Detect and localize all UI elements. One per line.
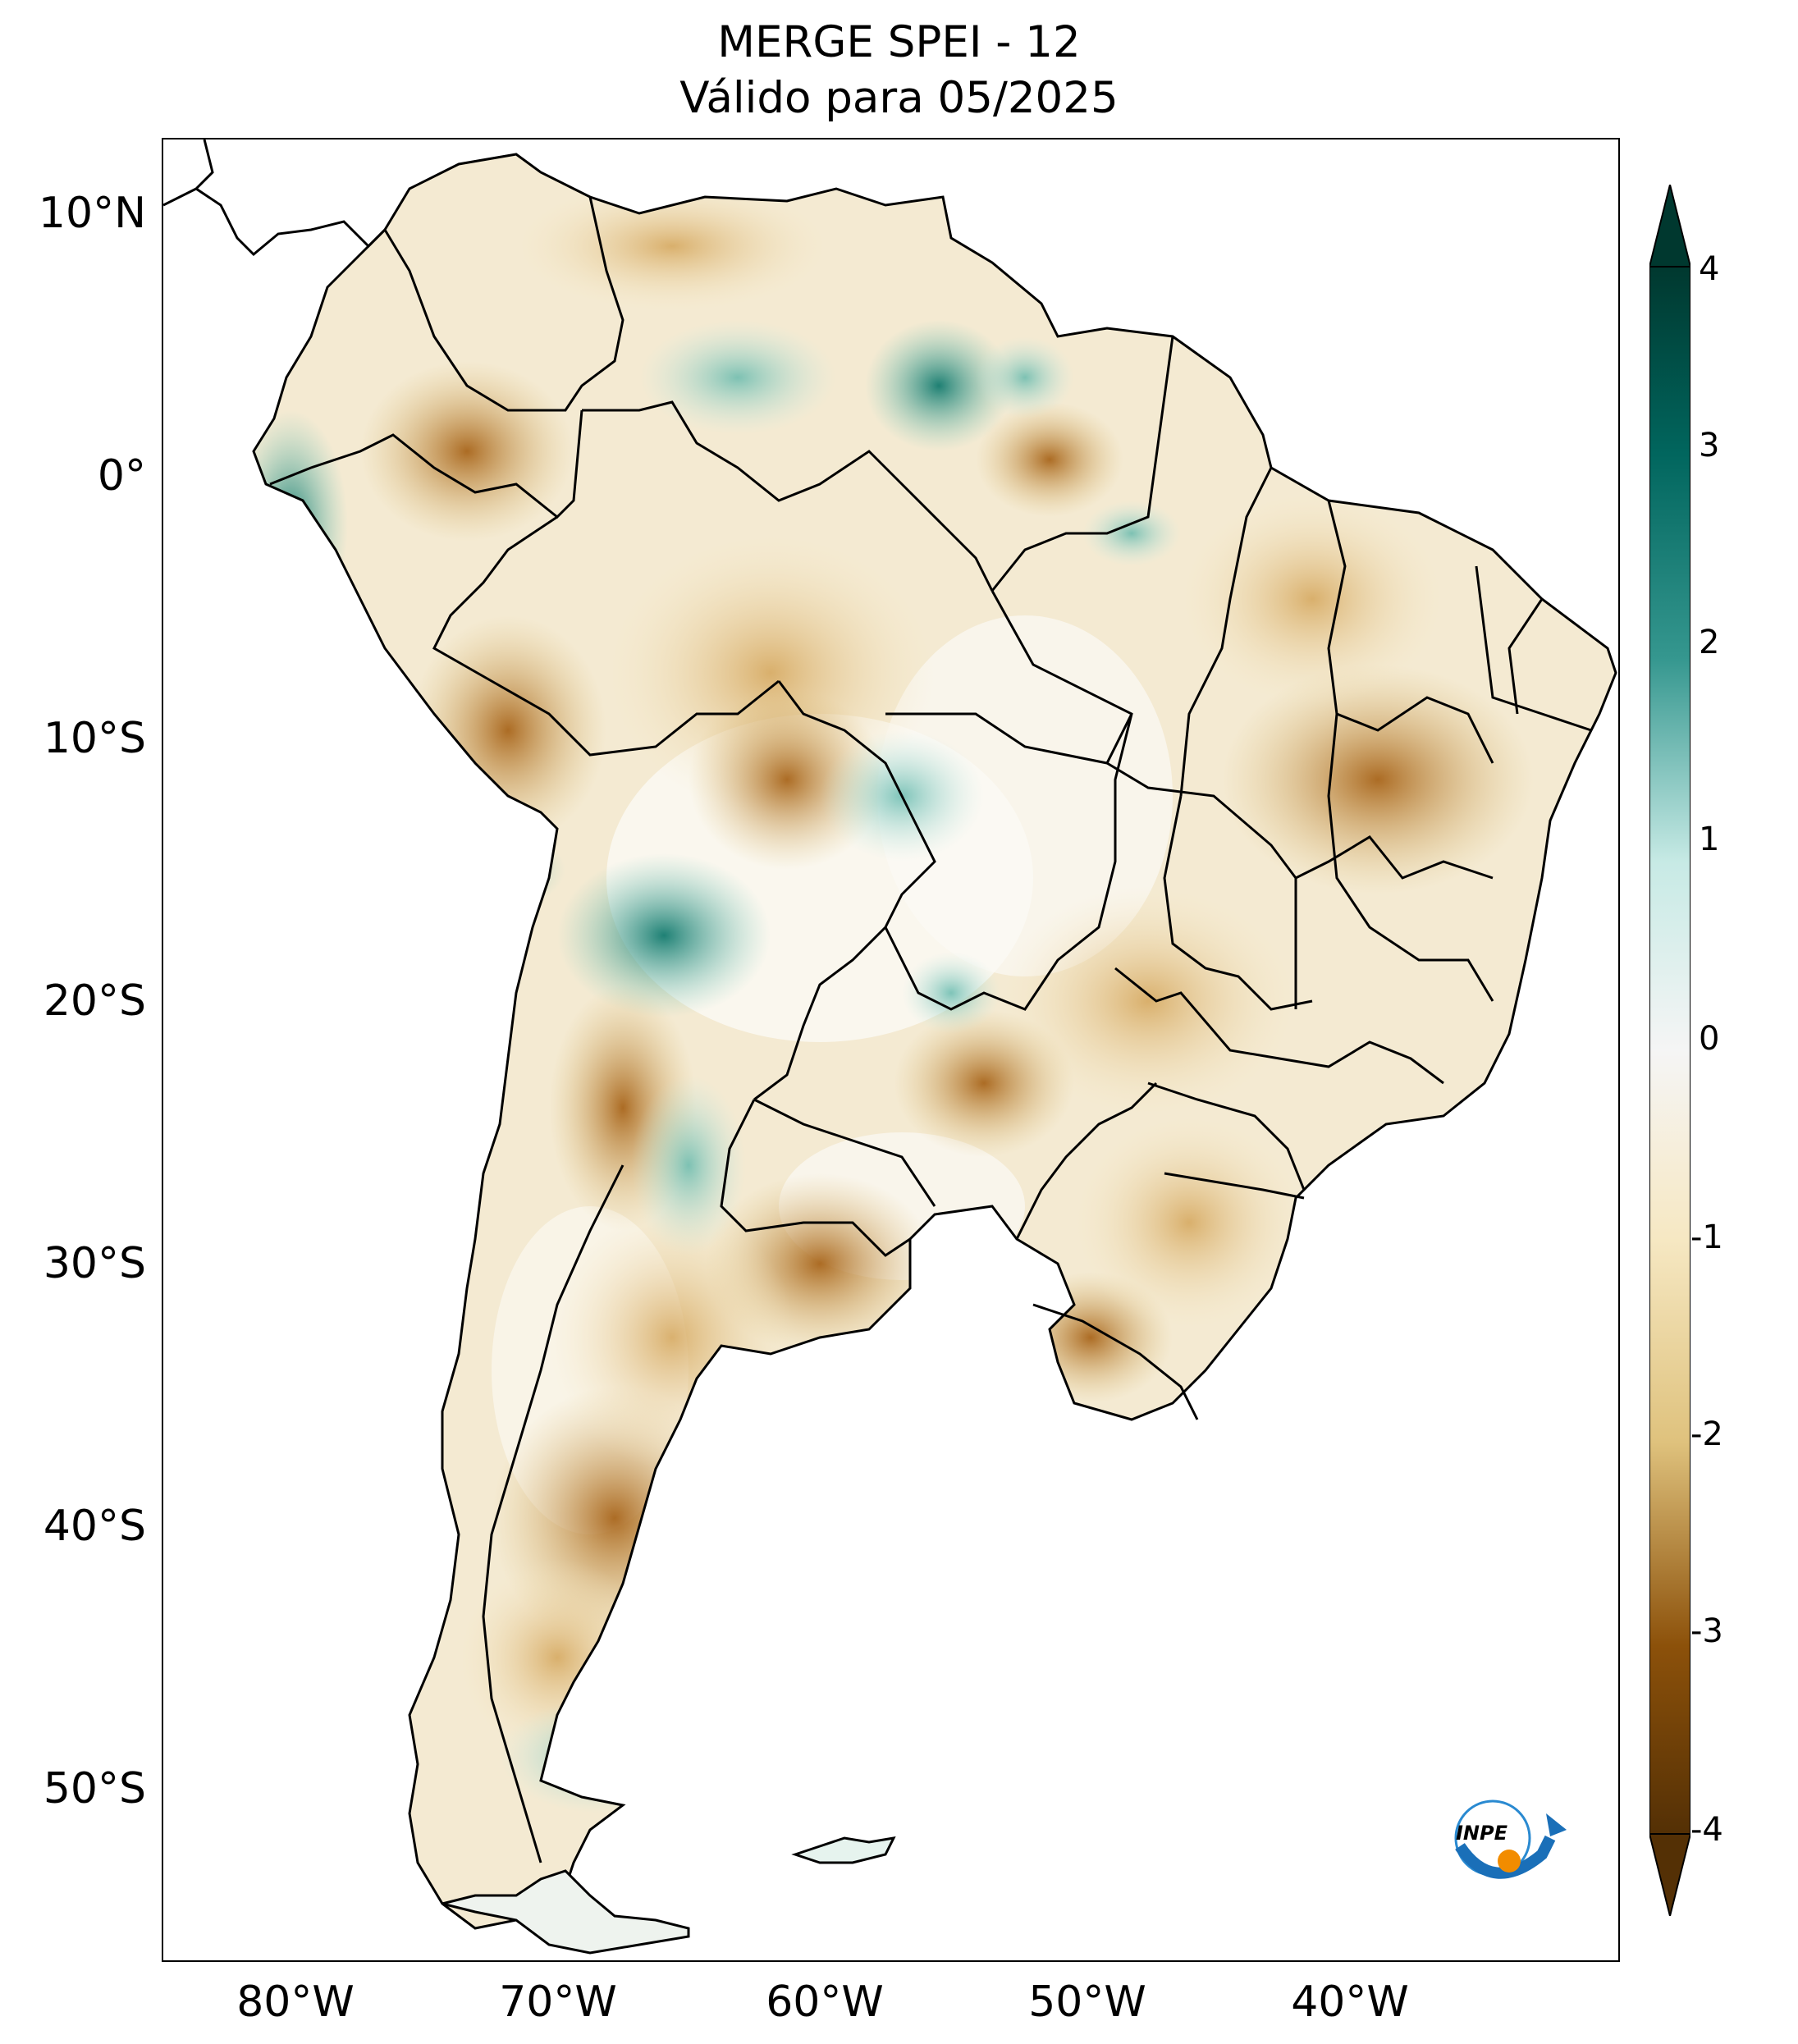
- lat-label-40s: 40°S: [43, 1502, 146, 1551]
- coastline: [252, 153, 1617, 1930]
- colorbar-tick-2: 2: [1699, 624, 1720, 661]
- lon-label-80w: 80°W: [236, 1978, 355, 2027]
- colorbar: [1649, 185, 1690, 1916]
- lat-label-50s: 50°S: [43, 1764, 146, 1813]
- map-title: MERGE SPEI - 12: [717, 17, 1081, 67]
- colorbar-tick-minus1: -1: [1690, 1219, 1723, 1256]
- colorbar-tick-minus3: -3: [1690, 1612, 1723, 1650]
- lon-label-60w: 60°W: [766, 1978, 884, 2027]
- colorbar-tick-1: 1: [1699, 821, 1720, 858]
- colorbar-tick-minus4: -4: [1690, 1811, 1723, 1849]
- south-america-map: [163, 139, 1617, 1955]
- falkland-islands: [791, 1836, 896, 1864]
- country-borders: [269, 196, 1592, 1863]
- inpe-logo: INPE: [1454, 1799, 1567, 1879]
- lat-label-10s: 10°S: [43, 714, 146, 763]
- lon-label-50w: 50°W: [1028, 1978, 1146, 2027]
- lat-label-30s: 30°S: [43, 1239, 146, 1288]
- colorbar-bottom-extend: [1649, 1833, 1690, 1916]
- lon-label-70w: 70°W: [499, 1978, 617, 2027]
- tierra-del-fuego: [441, 1869, 690, 1955]
- colorbar-bar: [1649, 266, 1690, 1835]
- map-area: INPE: [162, 138, 1620, 1962]
- map-subtitle: Válido para 05/2025: [679, 73, 1119, 123]
- central-america-outline: [163, 139, 387, 257]
- lon-label-40w: 40°W: [1291, 1978, 1409, 2027]
- colorbar-tick-4: 4: [1699, 250, 1720, 288]
- inpe-logo-text: INPE: [1456, 1822, 1508, 1845]
- colorbar-tick-0: 0: [1699, 1020, 1720, 1058]
- colorbar-tick-3: 3: [1699, 427, 1720, 464]
- colorbar-top-extend: [1649, 185, 1690, 268]
- lat-label-20s: 20°S: [43, 976, 146, 1026]
- colorbar-tick-minus2: -2: [1690, 1415, 1723, 1453]
- lat-label-10n: 10°N: [38, 189, 146, 238]
- lat-label-0: 0°: [97, 451, 146, 501]
